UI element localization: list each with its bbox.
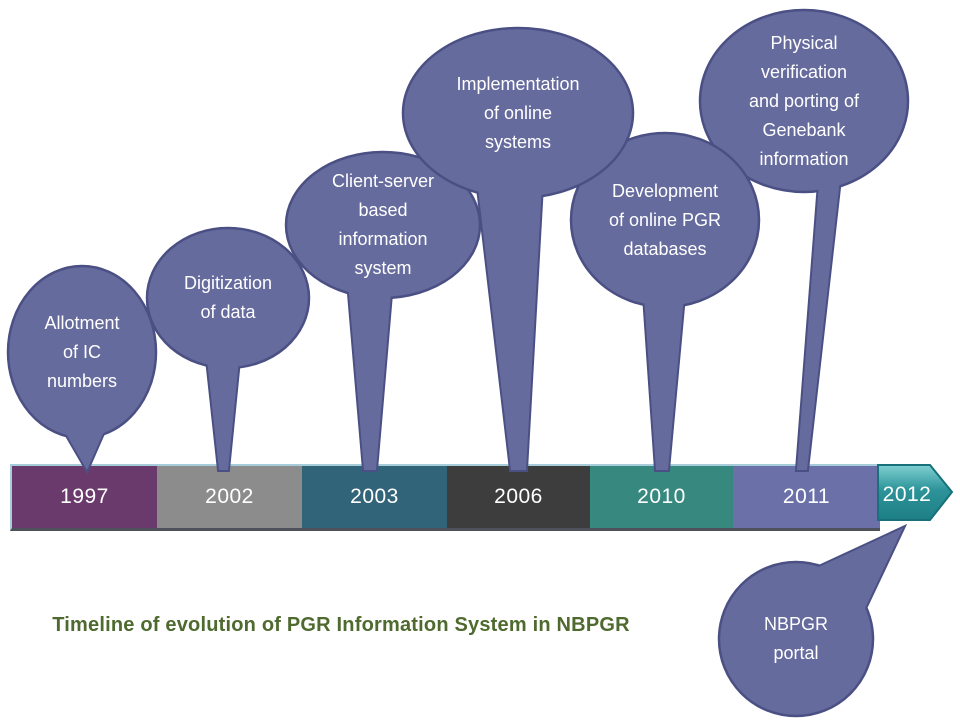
timeline-segment-1997: 1997 (12, 466, 157, 528)
balloon-label-physical: Physical verification and porting of Gen… (748, 32, 860, 169)
timeline-segment-2006: 2006 (447, 466, 590, 528)
balloon-label-client-server: Client-server based information system (331, 171, 435, 278)
balloon-digitization-of-data (145, 226, 311, 472)
timeline-segment-2010: 2010 (590, 466, 733, 528)
balloon-label-implementation: Implementation of online systems (456, 73, 580, 152)
balloon-label-nbpgr-portal: NBPGR portal (763, 614, 828, 663)
balloon-nbpgr-portal (717, 523, 908, 718)
timeline-segment-2011: 2011 (733, 466, 880, 528)
balloon-label-allotment: Allotment of IC numbers (44, 312, 120, 391)
balloon-label-development: Development of online PGR databases (608, 180, 722, 259)
timeline-bar: 1997 2002 2003 2006 2010 2011 (10, 464, 880, 531)
balloon-client-server-system (284, 150, 482, 472)
balloon-implementation-online-systems (401, 26, 635, 472)
diagram-caption: Timeline of evolution of PGR Information… (52, 614, 630, 636)
balloon-online-pgr-databases (569, 131, 761, 472)
timeline-segment-2003: 2003 (302, 466, 447, 528)
timeline-arrow-year-2012: 2012 (882, 483, 932, 506)
timeline-arrow-2012-shape (877, 464, 954, 521)
balloon-physical-verification (698, 8, 910, 472)
timeline-segment-2002: 2002 (157, 466, 302, 528)
balloon-label-digitization: Digitization of data (183, 273, 273, 322)
balloon-allotment-of-ic-numbers (6, 264, 158, 475)
